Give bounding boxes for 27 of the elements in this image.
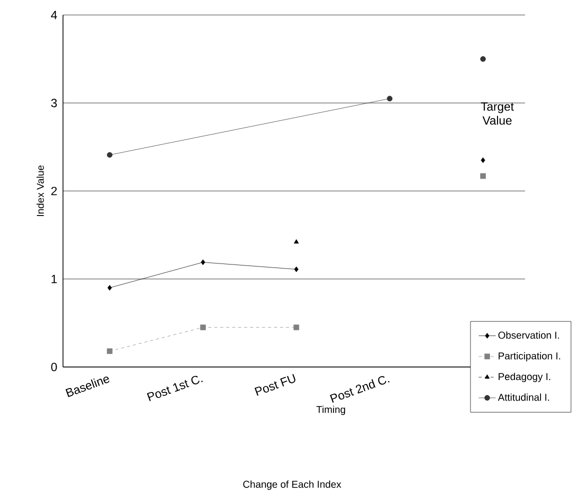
point (106, 152, 112, 158)
y-tick-label: 0 (51, 362, 57, 372)
legend-label: Participation I. (498, 352, 560, 362)
point (106, 348, 112, 354)
x-tick-label: Post 2nd C. (330, 376, 390, 403)
x-axis-title: Timing (316, 406, 346, 415)
point (294, 324, 300, 330)
y-axis-title: Index Value (36, 166, 44, 216)
point (200, 324, 206, 330)
point (294, 239, 299, 244)
y-tick-label: 2 (51, 186, 57, 196)
y-tick-label: 1 (52, 274, 57, 284)
point (294, 266, 298, 272)
point (480, 173, 486, 179)
x-tick-label: Post 1st C. (146, 376, 203, 402)
legend-label: Attitudinal I. (498, 394, 550, 401)
point (480, 157, 486, 163)
y-tick-label: 4 (50, 10, 58, 20)
point (200, 259, 206, 266)
y-tick-label: 3 (51, 98, 57, 108)
legend-label: Observation I. (498, 331, 559, 339)
annotation: Target Value (480, 102, 514, 125)
point (386, 96, 392, 102)
text: Change of Each Index (243, 480, 342, 490)
legend-label: Pedagogy I. (498, 372, 550, 382)
x-tick-label: Post FU (254, 374, 296, 396)
point (480, 56, 486, 62)
